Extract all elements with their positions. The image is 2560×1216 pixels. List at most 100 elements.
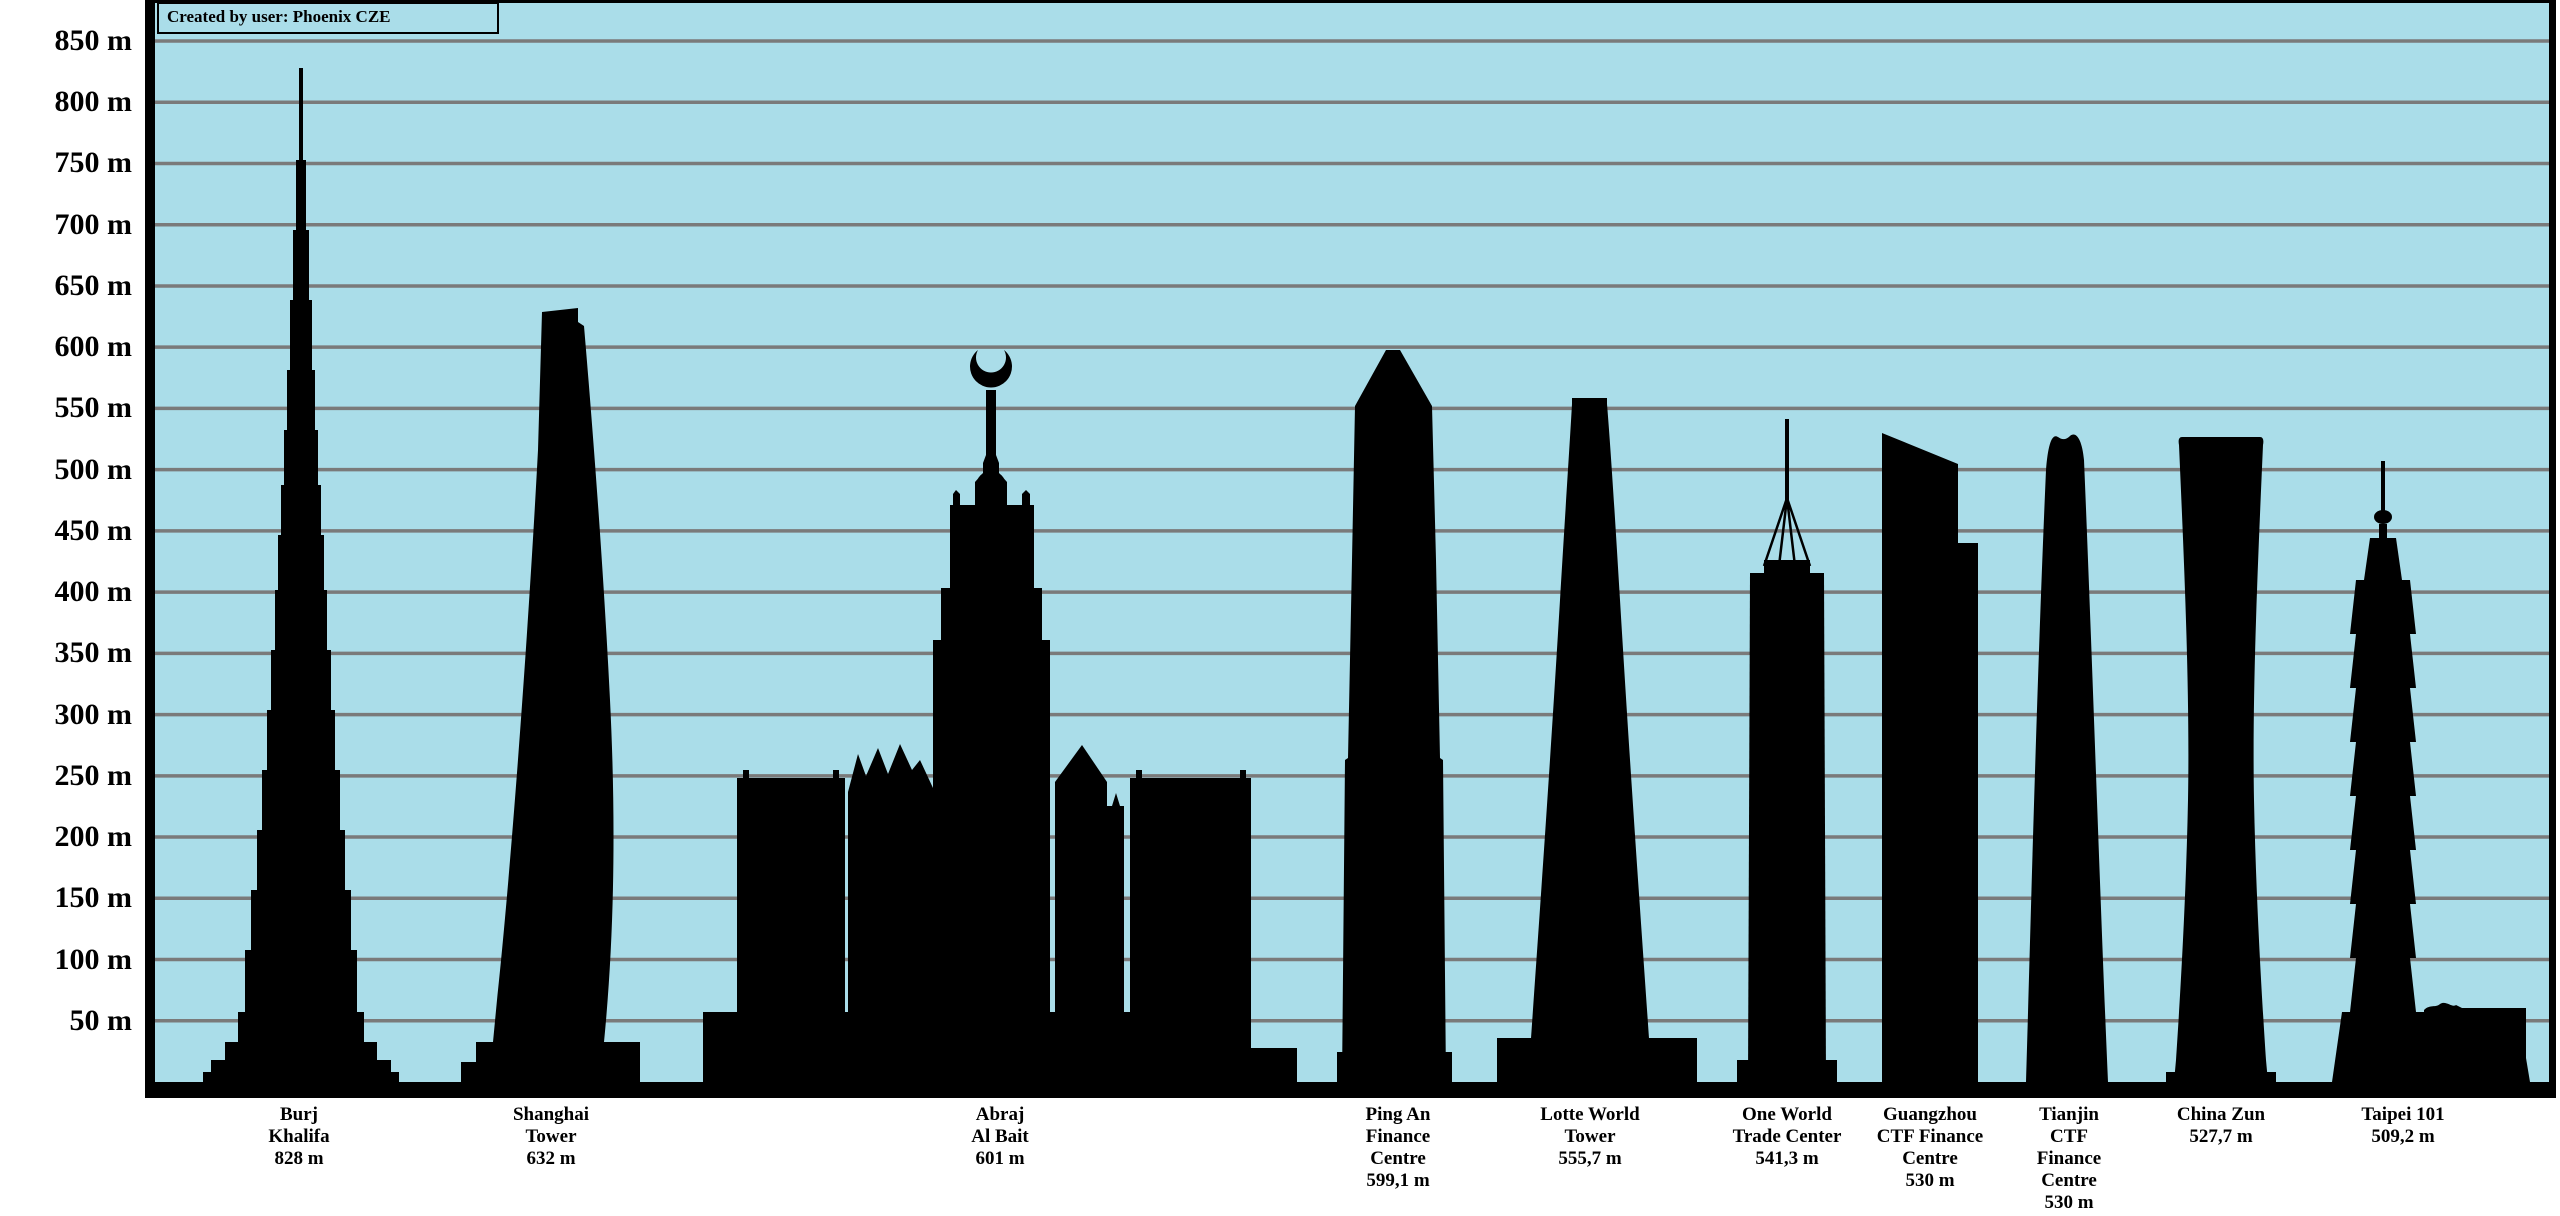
building-name-line: Guangzhou <box>1883 1104 1977 1125</box>
silhouette-abraj-al-bait <box>703 350 1297 1082</box>
lotte-tower <box>1528 398 1652 1082</box>
y-axis-tick-label: 100 m <box>54 942 133 976</box>
silhouette-ping-an <box>1337 350 1452 1082</box>
building-name-line: Tianjin <box>2039 1104 2099 1125</box>
building-name-line: China Zun <box>2176 1104 2266 1125</box>
silhouette-shanghai-tower <box>461 308 640 1082</box>
building-name-line: Abraj <box>975 1104 1025 1125</box>
chart-baseline <box>145 1082 2556 1098</box>
building-height-label: 527,7 m <box>2189 1126 2253 1147</box>
y-axis-tick-label: 850 m <box>54 24 133 57</box>
silhouette-taipei-101 <box>2332 461 2530 1082</box>
taipei-crown <box>2364 538 2402 580</box>
y-axis-tick-label: 400 m <box>54 575 133 609</box>
building-label: Abraj Al Bait 601 m <box>900 1104 1100 1170</box>
building-name-line: One World <box>1742 1104 1832 1125</box>
building-label: One World Trade Center 541,3 m <box>1687 1104 1887 1170</box>
building-name-line: Burj <box>280 1104 318 1125</box>
y-axis-tick-label: 550 m <box>54 391 133 425</box>
silhouette-tianjin-ctf <box>2026 434 2108 1082</box>
abraj-jagged-tower <box>848 744 933 1012</box>
building-height-label: 599,1 m <box>1366 1170 1430 1191</box>
building-label: Tianjin CTF Finance Centre 530 m <box>1969 1104 2169 1214</box>
y-axis-tick-label: 200 m <box>54 820 133 854</box>
credit-box: Created by user: Phoenix CZE <box>157 2 499 34</box>
taipei-spire-bulb <box>2374 510 2392 524</box>
taipei-spire <box>2381 461 2385 511</box>
silhouette-guangzhou-ctf <box>1882 433 1978 1082</box>
building-name-line: Finance <box>2036 1148 2102 1169</box>
building-label: Burj Khalifa 828 m <box>199 1104 399 1170</box>
building-height-label: 530 m <box>2044 1192 2094 1213</box>
y-axis-tick-label: 50 m <box>69 1003 133 1037</box>
building-name-line: Tower <box>525 1126 577 1147</box>
building-name-line: Tower <box>1564 1126 1616 1147</box>
y-axis-tick-label: 600 m <box>54 330 133 364</box>
y-axis-tick-label: 750 m <box>54 146 133 180</box>
building-height-label: 601 m <box>975 1148 1025 1169</box>
silhouette-one-world-trade-center <box>1737 419 1837 1082</box>
building-name-line: CTF <box>2050 1126 2088 1147</box>
owtc-tower <box>1748 573 1826 1082</box>
building-name-line: Centre <box>2041 1170 2097 1191</box>
y-axis-tick-label: 700 m <box>54 207 133 241</box>
building-height-label: 828 m <box>274 1148 324 1169</box>
building-label: Guangzhou CTF Finance Centre 530 m <box>1830 1104 2030 1192</box>
building-height-label: 541,3 m <box>1755 1148 1819 1169</box>
building-height-label: 530 m <box>1905 1170 1955 1191</box>
building-label: Lotte World Tower 555,7 m <box>1490 1104 1690 1170</box>
abraj-right-tower <box>1130 770 1251 1012</box>
abraj-small-tower <box>1107 793 1124 1012</box>
building-name-line: Shanghai <box>512 1104 590 1125</box>
y-axis-tick-label: 500 m <box>54 452 133 486</box>
y-axis-tick-label: 450 m <box>54 513 133 547</box>
building-height-label: 509,2 m <box>2371 1126 2435 1147</box>
building-label: Shanghai Tower 632 m <box>451 1104 651 1170</box>
silhouette-burj-khalifa <box>203 68 399 1082</box>
chart-border-top <box>145 0 2556 3</box>
y-axis-tick-label: 800 m <box>54 85 133 119</box>
owtc-parapet <box>1764 560 1810 574</box>
chart-border-right <box>2549 0 2556 1098</box>
abraj-pyramid-tower <box>1055 745 1107 1012</box>
abraj-podium <box>703 1012 1297 1082</box>
owtc-antenna <box>1785 419 1789 502</box>
y-axis-tick-label: 650 m <box>54 268 133 302</box>
silhouette-lotte-world-tower <box>1497 398 1697 1082</box>
taipei-base <box>2332 1012 2434 1082</box>
building-height-label: 632 m <box>526 1148 576 1169</box>
building-name-line: Lotte World <box>1540 1104 1640 1125</box>
silhouette-china-zun <box>2166 437 2276 1082</box>
abraj-clock-tower <box>933 390 1050 1012</box>
taipei-sections <box>2350 580 2416 1012</box>
building-name-line: Finance <box>1365 1126 1431 1147</box>
building-label: China Zun 527,7 m <box>2121 1104 2321 1148</box>
building-name-line: Khalifa <box>268 1126 330 1147</box>
building-name-line: Ping An <box>1365 1104 1431 1125</box>
chart-border-left <box>145 0 155 1098</box>
china-zun-base <box>2166 1072 2276 1082</box>
ping-an-tower <box>1342 350 1446 1082</box>
building-name-line: Centre <box>1370 1148 1426 1169</box>
owtc-base <box>1737 1060 1837 1082</box>
y-axis-tick-label: 300 m <box>54 697 133 731</box>
taipei-spire-stem <box>2379 524 2387 538</box>
abraj-left-tower <box>737 770 845 1012</box>
abraj-dome <box>976 471 1006 501</box>
building-name-line: Trade Center <box>1732 1126 1842 1147</box>
building-label: Ping An Finance Centre 599,1 m <box>1298 1104 1498 1192</box>
building-silhouettes <box>203 68 2530 1082</box>
building-label: Taipei 101 509,2 m <box>2303 1104 2503 1148</box>
taipei-annex <box>2424 1002 2530 1082</box>
building-name-line: Centre <box>1902 1148 1958 1169</box>
building-name-line: CTF Finance <box>1876 1126 1984 1147</box>
building-name-line: Taipei 101 <box>2361 1104 2445 1125</box>
credit-text: Created by user: Phoenix CZE <box>167 7 391 26</box>
building-height-label: 555,7 m <box>1558 1148 1622 1169</box>
y-axis-tick-label: 350 m <box>54 636 133 670</box>
building-name-line: Al Bait <box>971 1126 1029 1147</box>
owtc-antenna-struts <box>1762 497 1812 567</box>
y-axis-tick-label: 250 m <box>54 758 133 792</box>
